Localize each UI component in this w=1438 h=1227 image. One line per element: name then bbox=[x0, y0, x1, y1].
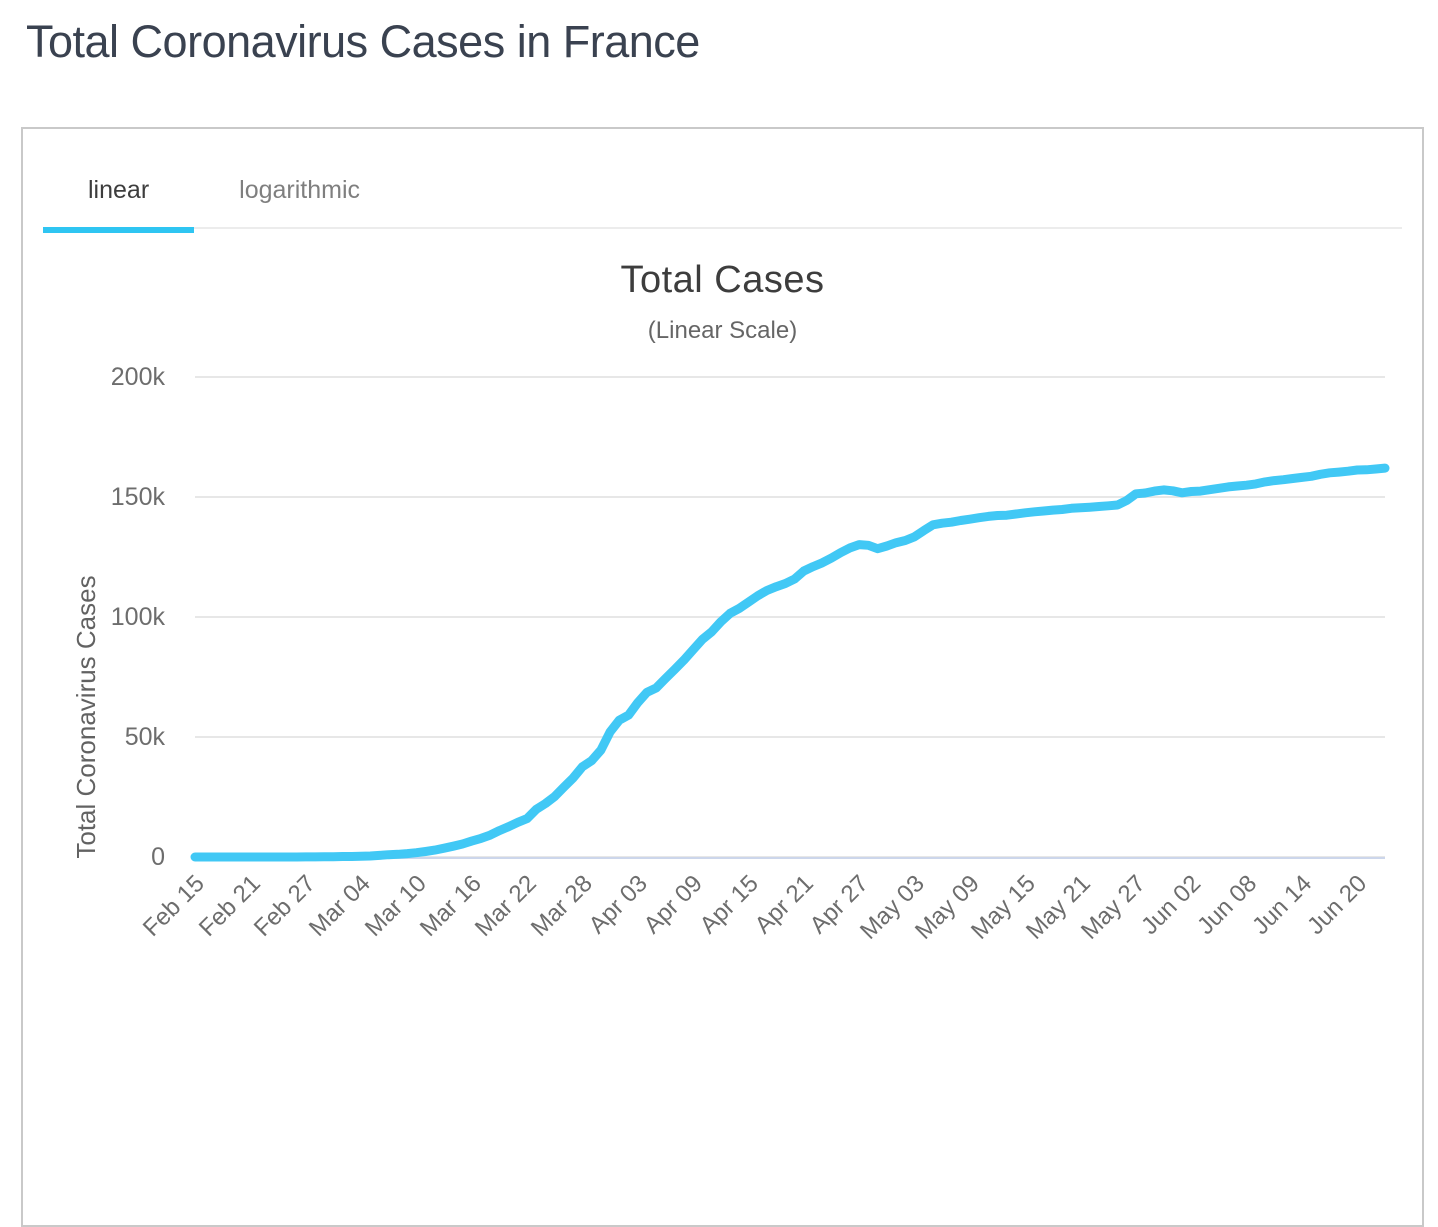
scale-tabs: linear logarithmic bbox=[43, 129, 1402, 233]
y-tick-label: 150k bbox=[110, 483, 165, 511]
plot-area[interactable] bbox=[190, 376, 1390, 862]
tab-logarithmic[interactable]: logarithmic bbox=[239, 176, 361, 204]
y-tick-label: 50k bbox=[124, 723, 165, 751]
x-tick-label-text: Mar 16 bbox=[414, 870, 487, 942]
x-tick-label-text: Mar 28 bbox=[525, 870, 598, 942]
chart-title: Total Cases bbox=[620, 259, 825, 301]
y-axis-title: Total Coronavirus Cases bbox=[71, 575, 101, 859]
x-tick-label-text: Jun 02 bbox=[1136, 870, 1207, 941]
page-title: Total Coronavirus Cases in France bbox=[26, 16, 700, 67]
tab-linear[interactable]: linear bbox=[43, 153, 195, 233]
x-tick-label-text: Apr 03 bbox=[583, 870, 653, 940]
x-tick-label-text: Apr 09 bbox=[639, 870, 709, 940]
x-tick-label-text: Jun 14 bbox=[1247, 870, 1318, 941]
y-tick-label: 200k bbox=[110, 363, 165, 391]
chart-subtitle: (Linear Scale) bbox=[647, 317, 798, 344]
x-tick-label-text: Apr 15 bbox=[694, 870, 764, 940]
chart-area: Total Cases (Linear Scale) Total Coronav… bbox=[23, 229, 1422, 1129]
y-tick-label: 0 bbox=[151, 843, 165, 871]
x-tick-label-text: Mar 10 bbox=[359, 870, 432, 942]
x-tick-label-text: Mar 22 bbox=[470, 870, 543, 942]
y-tick-label: 100k bbox=[110, 603, 165, 631]
x-tick-label-text: Mar 04 bbox=[304, 870, 377, 942]
x-tick-label-text: Feb 27 bbox=[248, 870, 321, 942]
total-cases-line[interactable] bbox=[190, 463, 1390, 862]
chart-card: linear logarithmic Total Cases (Linear S… bbox=[21, 127, 1424, 1227]
x-tick-label-text: Jun 08 bbox=[1191, 870, 1262, 941]
x-tick-label-text: Apr 21 bbox=[749, 870, 819, 940]
x-tick-label-text: Jun 20 bbox=[1302, 870, 1373, 941]
x-tick-label-text: Feb 21 bbox=[193, 870, 266, 942]
x-tick-label-text: Feb 15 bbox=[138, 870, 211, 942]
